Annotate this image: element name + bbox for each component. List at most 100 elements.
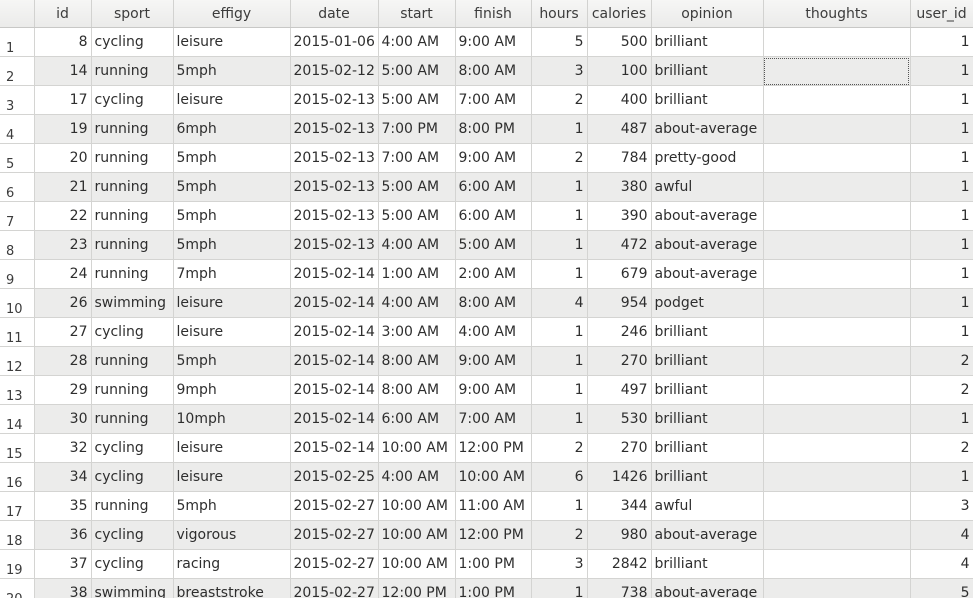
cell-hours[interactable]: 3 bbox=[531, 549, 588, 579]
cell-effigy[interactable]: leisure bbox=[173, 317, 291, 347]
cell-date[interactable]: 2015-02-27 bbox=[290, 491, 379, 521]
cell-effigy[interactable]: 10mph bbox=[173, 404, 291, 434]
cell-start[interactable]: 10:00 AM bbox=[378, 491, 456, 521]
cell-hours[interactable]: 1 bbox=[531, 317, 588, 347]
cell-calories[interactable]: 344 bbox=[587, 491, 652, 521]
cell-id[interactable]: 26 bbox=[34, 288, 92, 318]
cell-hours[interactable]: 1 bbox=[531, 114, 588, 144]
cell-opinion[interactable]: pretty-good bbox=[651, 143, 764, 173]
cell-finish[interactable]: 12:00 PM bbox=[455, 433, 532, 463]
table-row[interactable]: 15 32 cycling leisure 2015-02-14 10:00 AM 12:0… bbox=[0, 433, 973, 463]
cell-sport[interactable]: cycling bbox=[91, 520, 174, 550]
cell-start[interactable]: 5:00 AM bbox=[378, 85, 456, 115]
cell-user-id[interactable]: 1 bbox=[910, 27, 973, 57]
cell-sport[interactable]: running bbox=[91, 346, 174, 376]
cell-finish[interactable]: 9:00 AM bbox=[455, 27, 532, 57]
cell-calories[interactable]: 472 bbox=[587, 230, 652, 260]
table-row[interactable]: 13 29 running 9mph 2015-02-14 8:00 AM 9:00 AM 1… bbox=[0, 375, 973, 405]
cell-finish[interactable]: 1:00 PM bbox=[455, 549, 532, 579]
row-number[interactable]: 19 bbox=[0, 549, 35, 579]
table-row[interactable]: 12 28 running 5mph 2015-02-14 8:00 AM 9:00 AM 1… bbox=[0, 346, 973, 376]
row-number[interactable]: 11 bbox=[0, 317, 35, 347]
cell-finish[interactable]: 7:00 AM bbox=[455, 85, 532, 115]
cell-user-id[interactable]: 1 bbox=[910, 259, 973, 289]
cell-hours[interactable]: 3 bbox=[531, 56, 588, 86]
cell-opinion[interactable]: brilliant bbox=[651, 317, 764, 347]
cell-hours[interactable]: 2 bbox=[531, 85, 588, 115]
cell-effigy[interactable]: racing bbox=[173, 549, 291, 579]
cell-user-id[interactable]: 1 bbox=[910, 317, 973, 347]
cell-start[interactable]: 12:00 PM bbox=[378, 578, 456, 598]
cell-user-id[interactable]: 1 bbox=[910, 230, 973, 260]
cell-thoughts[interactable] bbox=[763, 143, 911, 173]
cell-sport[interactable]: running bbox=[91, 172, 174, 202]
cell-date[interactable]: 2015-02-13 bbox=[290, 230, 379, 260]
cell-sport[interactable]: running bbox=[91, 404, 174, 434]
row-number[interactable]: 8 bbox=[0, 230, 35, 260]
cell-date[interactable]: 2015-02-27 bbox=[290, 520, 379, 550]
cell-start[interactable]: 8:00 AM bbox=[378, 375, 456, 405]
cell-calories[interactable]: 390 bbox=[587, 201, 652, 231]
column-header-id[interactable]: id bbox=[34, 0, 92, 28]
table-row[interactable]: 4 19 running 6mph 2015-02-13 7:00 PM 8:00 PM 1 4… bbox=[0, 114, 973, 144]
row-number[interactable]: 1 bbox=[0, 27, 35, 57]
cell-opinion[interactable]: podget bbox=[651, 288, 764, 318]
cell-opinion[interactable]: brilliant bbox=[651, 549, 764, 579]
cell-thoughts[interactable] bbox=[763, 27, 911, 57]
cell-calories[interactable]: 954 bbox=[587, 288, 652, 318]
cell-date[interactable]: 2015-02-14 bbox=[290, 404, 379, 434]
cell-sport[interactable]: running bbox=[91, 375, 174, 405]
column-header-hours[interactable]: hours bbox=[531, 0, 588, 28]
cell-user-id[interactable]: 3 bbox=[910, 491, 973, 521]
cell-finish[interactable]: 4:00 AM bbox=[455, 317, 532, 347]
cell-calories[interactable]: 1426 bbox=[587, 462, 652, 492]
cell-sport[interactable]: cycling bbox=[91, 462, 174, 492]
column-header-date[interactable]: date bbox=[290, 0, 379, 28]
cell-calories[interactable]: 2842 bbox=[587, 549, 652, 579]
cell-id[interactable]: 29 bbox=[34, 375, 92, 405]
cell-opinion[interactable]: about-average bbox=[651, 114, 764, 144]
cell-start[interactable]: 10:00 AM bbox=[378, 433, 456, 463]
cell-effigy[interactable]: leisure bbox=[173, 462, 291, 492]
cell-start[interactable]: 8:00 AM bbox=[378, 346, 456, 376]
cell-sport[interactable]: cycling bbox=[91, 85, 174, 115]
cell-date[interactable]: 2015-02-14 bbox=[290, 433, 379, 463]
cell-finish[interactable]: 9:00 AM bbox=[455, 143, 532, 173]
cell-effigy[interactable]: breaststroke bbox=[173, 578, 291, 598]
cell-hours[interactable]: 6 bbox=[531, 462, 588, 492]
cell-start[interactable]: 4:00 AM bbox=[378, 27, 456, 57]
cell-finish[interactable]: 10:00 AM bbox=[455, 462, 532, 492]
cell-hours[interactable]: 5 bbox=[531, 27, 588, 57]
cell-start[interactable]: 6:00 AM bbox=[378, 404, 456, 434]
cell-sport[interactable]: running bbox=[91, 143, 174, 173]
cell-effigy[interactable]: 7mph bbox=[173, 259, 291, 289]
table-row[interactable]: 9 24 running 7mph 2015-02-14 1:00 AM 2:00 AM 1 6… bbox=[0, 259, 973, 289]
cell-finish[interactable]: 11:00 AM bbox=[455, 491, 532, 521]
cell-start[interactable]: 10:00 AM bbox=[378, 520, 456, 550]
cell-finish[interactable]: 9:00 AM bbox=[455, 375, 532, 405]
cell-hours[interactable]: 2 bbox=[531, 143, 588, 173]
cell-thoughts[interactable] bbox=[763, 201, 911, 231]
cell-opinion[interactable]: about-average bbox=[651, 520, 764, 550]
cell-sport[interactable]: running bbox=[91, 114, 174, 144]
cell-id[interactable]: 22 bbox=[34, 201, 92, 231]
cell-user-id[interactable]: 1 bbox=[910, 56, 973, 86]
table-row[interactable]: 16 34 cycling leisure 2015-02-25 4:00 AM 10:00… bbox=[0, 462, 973, 492]
column-header-thoughts[interactable]: thoughts bbox=[763, 0, 911, 28]
cell-thoughts[interactable] bbox=[763, 56, 911, 86]
table-row[interactable]: 6 21 running 5mph 2015-02-13 5:00 AM 6:00 AM 1 3… bbox=[0, 172, 973, 202]
cell-date[interactable]: 2015-01-06 bbox=[290, 27, 379, 57]
cell-id[interactable]: 32 bbox=[34, 433, 92, 463]
cell-calories[interactable]: 784 bbox=[587, 143, 652, 173]
row-number[interactable]: 16 bbox=[0, 462, 35, 492]
cell-date[interactable]: 2015-02-14 bbox=[290, 375, 379, 405]
table-row[interactable]: 3 17 cycling leisure 2015-02-13 5:00 AM 7:00 A… bbox=[0, 85, 973, 115]
cell-id[interactable]: 35 bbox=[34, 491, 92, 521]
cell-start[interactable]: 5:00 AM bbox=[378, 56, 456, 86]
cell-thoughts[interactable] bbox=[763, 114, 911, 144]
cell-calories[interactable]: 400 bbox=[587, 85, 652, 115]
cell-sport[interactable]: running bbox=[91, 201, 174, 231]
cell-id[interactable]: 24 bbox=[34, 259, 92, 289]
cell-thoughts[interactable] bbox=[763, 172, 911, 202]
